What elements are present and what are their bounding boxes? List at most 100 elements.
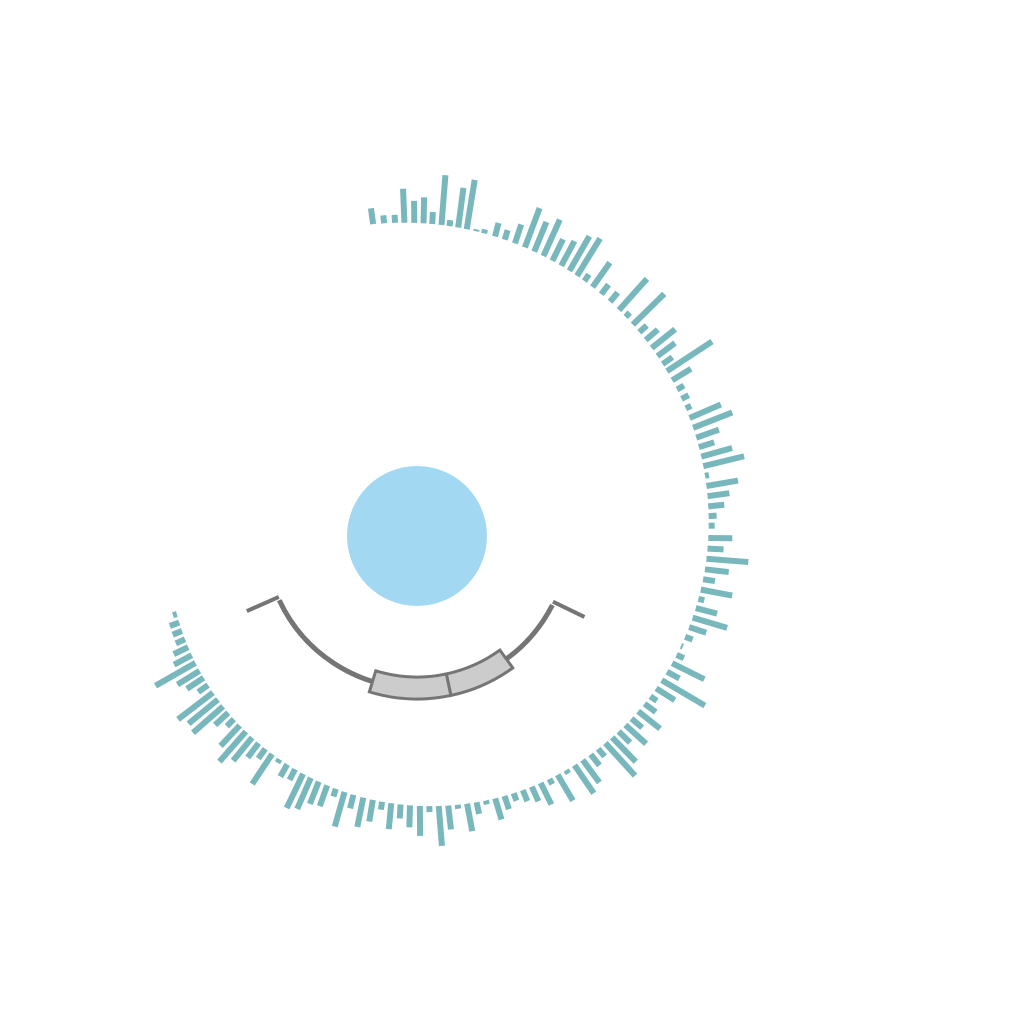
data-bar [435,805,445,847]
data-bar [695,426,720,441]
data-bar [171,628,184,638]
data-bar [385,802,395,830]
track-end-cap [552,599,586,619]
data-bar [665,338,714,374]
data-bar [704,566,730,576]
data-bar [563,768,571,776]
data-bar [629,716,645,730]
data-bar [255,746,268,761]
data-bar [217,729,249,764]
data-bar [196,682,210,695]
data-bar [623,722,649,746]
data-bar [706,555,749,566]
data-bar [172,644,190,657]
data-bar [482,799,490,806]
data-bar [572,763,597,795]
data-bar [595,746,607,759]
data-bar [367,207,377,225]
data-bar [697,595,705,604]
data-bar [512,223,525,245]
data-bar [705,477,739,489]
data-bar [649,326,677,351]
data-bar [702,576,716,585]
data-bar [609,735,638,764]
data-bar [420,197,428,224]
data-bar [598,282,611,296]
data-bar [688,401,722,421]
data-bar [574,236,603,278]
data-bar [380,215,388,224]
data-bar [175,668,202,688]
center-disc [347,466,487,606]
data-bar [707,501,725,510]
data-bar [590,260,613,289]
data-bar [172,652,194,668]
data-bar [230,735,255,763]
data-bar [307,780,322,806]
data-bar [510,792,520,802]
data-bar [330,787,339,798]
data-bar [580,758,602,785]
data-bar [700,445,733,460]
data-bar [655,340,677,359]
data-bar [454,804,462,810]
data-bar [558,239,578,268]
data-bar [391,214,399,224]
data-bar [675,652,686,661]
data-bar [540,218,563,258]
data-bar [665,669,681,682]
data-bar [438,174,449,226]
data-bar [566,234,592,273]
data-bar [347,794,357,810]
data-bar [691,409,734,431]
data-bar [191,704,226,736]
feature-segments [367,647,515,701]
data-bar [473,801,483,815]
data-bar [501,229,511,241]
outer-bar-track [154,174,749,847]
data-bar [249,752,275,786]
data-bar [185,675,206,692]
data-bar [186,697,220,726]
data-bar [464,803,476,832]
data-bar [660,677,707,709]
data-bar [680,392,691,402]
data-bar [286,767,298,782]
data-bar [492,222,502,238]
data-bar [648,693,659,704]
data-bar [294,776,314,811]
data-bar [549,237,566,263]
data-bar [702,453,745,470]
data-bar [675,382,686,393]
data-bar [704,472,710,479]
data-bar [684,633,694,643]
data-bar [455,187,467,228]
data-bar [277,762,290,779]
data-bar [501,794,512,811]
data-bar [174,636,187,647]
data-bar [670,366,693,383]
data-bar [406,805,413,828]
data-bar [708,512,717,520]
data-bar [691,614,728,631]
data-bar [446,219,454,227]
data-bar [245,741,261,760]
data-bar [463,179,478,230]
data-bar [630,291,667,327]
data-bar [546,777,555,786]
data-bar [581,272,592,283]
data-bar [283,772,306,810]
data-bar [522,207,543,249]
data-bar [700,586,733,599]
data-bar [213,710,231,728]
data-bar [694,605,718,617]
data-bar [707,545,724,553]
data-bar [698,439,716,450]
data-bar [172,611,178,619]
data-bar [331,791,348,828]
data-bar [520,788,531,803]
data-bar [555,773,576,803]
data-bar [400,188,408,223]
data-bar [623,310,632,319]
data-bar [660,354,675,367]
